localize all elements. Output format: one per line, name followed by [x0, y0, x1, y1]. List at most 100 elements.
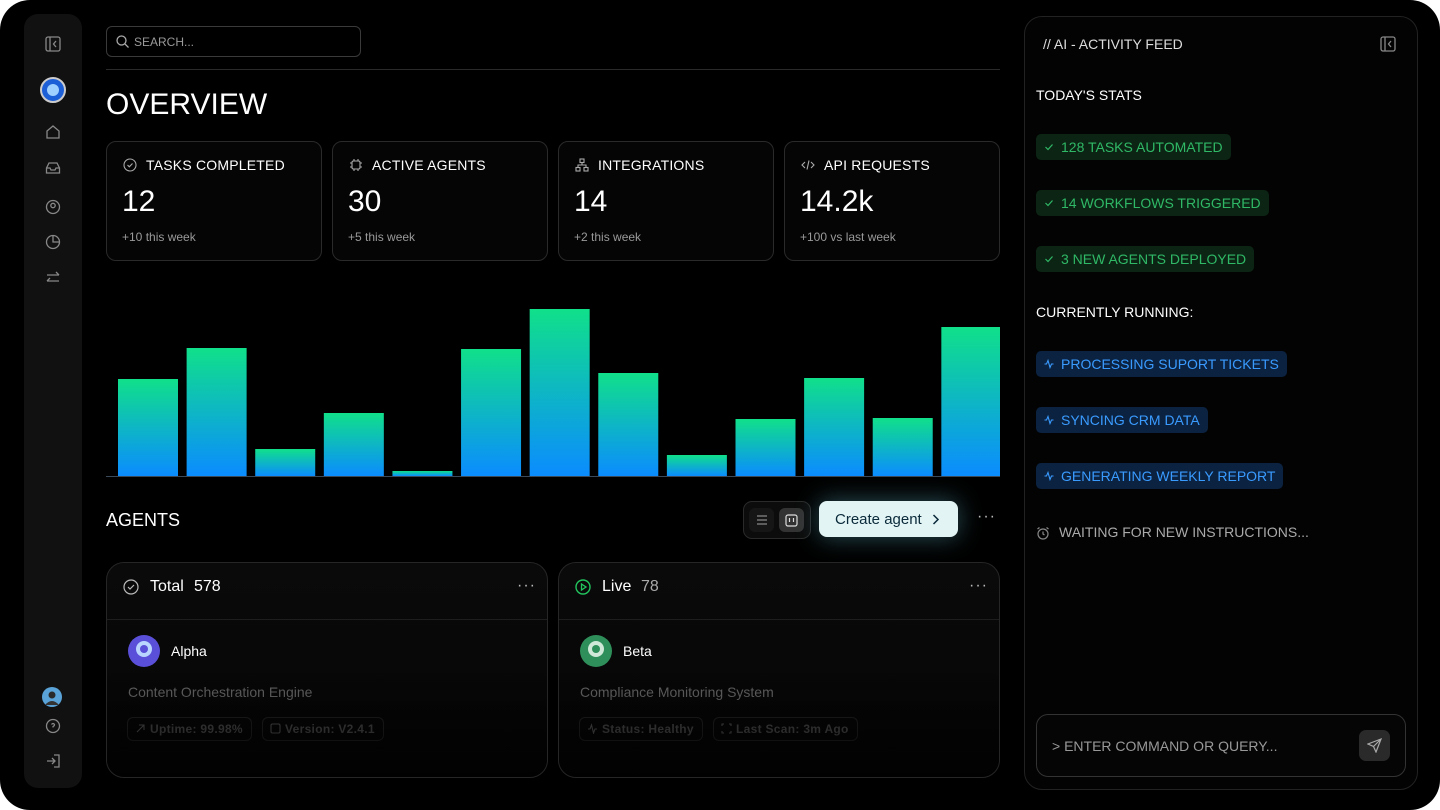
logo[interactable]: [40, 77, 66, 103]
divider: [559, 619, 999, 620]
bar: [323, 413, 384, 476]
stat-value: 12: [122, 185, 156, 218]
bar: [872, 418, 933, 476]
agent-name: Alpha: [171, 643, 207, 659]
bar: [461, 349, 522, 476]
agent-avatar: [128, 635, 160, 667]
command-input[interactable]: > ENTER COMMAND OR QUERY...: [1036, 714, 1406, 777]
search-icon: [116, 35, 129, 48]
bar: [804, 378, 865, 476]
agent-avatar: [580, 635, 612, 667]
stat-icon: [350, 159, 362, 171]
activity-icon: [1044, 359, 1054, 369]
stat-icon: [575, 158, 589, 172]
search-placeholder: SEARCH...: [134, 35, 195, 49]
status-icon: [123, 579, 139, 595]
check-icon: [1045, 144, 1053, 151]
status-count: 578: [194, 578, 221, 595]
stat-pill: 3 NEW AGENTS DEPLOYED: [1036, 246, 1255, 272]
fade-overlay: [107, 667, 547, 777]
sidebar: [24, 14, 82, 788]
status-count: 78: [641, 578, 659, 595]
stat-icon: [801, 160, 815, 170]
check-icon: [1045, 200, 1053, 207]
chevron: [932, 514, 940, 525]
inbox-icon[interactable]: [45, 160, 61, 176]
fade-overlay: [559, 667, 999, 777]
feed-title: // AI - ACTIVITY FEED: [1043, 36, 1183, 52]
stat-label: ACTIVE AGENTS: [372, 157, 486, 173]
running-pill: PROCESSING SUPORT TICKETS: [1036, 351, 1287, 377]
divider: [107, 619, 547, 620]
search-box[interactable]: SEARCH...: [106, 26, 361, 57]
create-agent-label: Create agent: [835, 511, 922, 528]
more-button[interactable]: ···: [969, 577, 988, 594]
stat-card: ACTIVE AGENTS 30 +5 this week: [332, 141, 548, 261]
bar: [118, 379, 178, 476]
stat-note: +2 this week: [574, 230, 642, 244]
more-button[interactable]: ···: [517, 577, 536, 594]
home-icon[interactable]: [45, 124, 61, 140]
stat-note: +10 this week: [122, 230, 196, 244]
status-label: Live: [602, 578, 632, 595]
running-heading: CURRENTLY RUNNING:: [1036, 304, 1194, 320]
bar: [598, 373, 659, 476]
stat-note: +5 this week: [348, 230, 416, 244]
bar: [255, 449, 316, 476]
more-button[interactable]: ···: [977, 508, 996, 525]
check-icon: [1045, 256, 1053, 263]
page-title: OVERVIEW: [106, 88, 268, 121]
profile-icon[interactable]: [45, 199, 61, 215]
bar: [666, 455, 727, 476]
stats-heading: TODAY'S STATS: [1036, 87, 1142, 103]
stat-value: 14.2k: [800, 185, 874, 218]
running-pill: SYNCING CRM DATA: [1036, 407, 1208, 433]
stat-note: +100 vs last week: [800, 230, 896, 244]
help-icon[interactable]: [45, 718, 61, 734]
transfer-icon[interactable]: [45, 270, 61, 286]
stat-value: 30: [348, 185, 382, 218]
user-avatar[interactable]: [41, 686, 63, 708]
agent-name: Beta: [623, 643, 652, 659]
list-view-button[interactable]: [749, 508, 774, 532]
view-toggle: [743, 501, 811, 539]
bar: [735, 419, 796, 476]
agents-title: AGENTS: [106, 510, 181, 530]
status-label: Total: [150, 578, 184, 595]
divider: [106, 69, 1000, 70]
send-button[interactable]: [1359, 730, 1390, 761]
stat-icon: [123, 158, 137, 172]
command-placeholder: > ENTER COMMAND OR QUERY...: [1052, 738, 1278, 754]
grid-view-button[interactable]: [779, 508, 804, 532]
stat-label: TASKS COMPLETED: [146, 157, 285, 173]
bar: [186, 348, 247, 476]
bar: [941, 327, 1000, 476]
activity-icon: [1044, 471, 1054, 481]
running-pill: GENERATING WEEKLY REPORT: [1036, 463, 1284, 489]
stat-label: INTEGRATIONS: [598, 157, 705, 173]
panel-toggle[interactable]: [1380, 36, 1396, 52]
chart-icon[interactable]: [45, 234, 61, 250]
stat-card: INTEGRATIONS 14 +2 this week: [558, 141, 774, 261]
stat-label: API REQUESTS: [824, 157, 930, 173]
activity-icon: [1044, 415, 1054, 425]
bar: [392, 471, 453, 476]
status-icon: [575, 579, 591, 595]
activity-chart: [106, 309, 1000, 477]
stat-value: 14: [574, 185, 608, 218]
stat-card: TASKS COMPLETED 12 +10 this week: [106, 141, 322, 261]
stat-card: API REQUESTS 14.2k +100 vs last week: [784, 141, 1000, 261]
alarm-icon: [1037, 527, 1049, 540]
collapse-icon[interactable]: [45, 36, 61, 52]
activity-feed-panel: [1024, 16, 1418, 790]
waiting-status: WAITING FOR NEW INSTRUCTIONS...: [1059, 524, 1309, 540]
bar: [529, 309, 590, 476]
logout-icon[interactable]: [45, 753, 61, 769]
stat-pill: 128 TASKS AUTOMATED: [1036, 134, 1231, 160]
stat-pill: 14 WORKFLOWS TRIGGERED: [1036, 190, 1269, 216]
create-agent-button[interactable]: Create agent: [819, 501, 958, 537]
